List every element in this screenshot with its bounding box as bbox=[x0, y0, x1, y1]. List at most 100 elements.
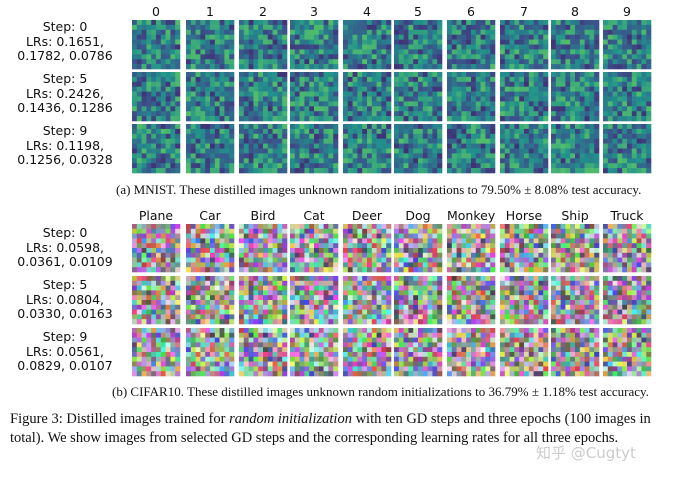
cifar-column-label: Cat bbox=[303, 208, 325, 223]
mnist-image-tile bbox=[343, 20, 392, 70]
mnist-row-label-line: Step: 0 bbox=[42, 19, 88, 34]
cifar-row-label: Step: 0 LRs: 0.0598, 0.0361, 0.0109 bbox=[4, 225, 126, 270]
mnist-column-label: 2 bbox=[259, 4, 267, 19]
cifar-image-tile bbox=[290, 276, 339, 325]
mnist-column-label: 7 bbox=[520, 4, 528, 19]
mnist-caption-value: 79.50% ± 8.08% bbox=[480, 182, 569, 197]
mnist-image-tile bbox=[500, 72, 549, 122]
figure-caption-part1: Distilled images trained for bbox=[62, 411, 230, 427]
cifar-caption: (b) CIFAR10. These distilled images unkn… bbox=[112, 384, 649, 400]
cifar-image-tile bbox=[343, 224, 392, 273]
mnist-column-label: 8 bbox=[571, 4, 579, 19]
mnist-row-label-line: Step: 5 bbox=[42, 71, 88, 86]
watermark-text: 知乎 @Cugtyt bbox=[536, 444, 636, 462]
cifar-row-label-line: 0.0330, 0.0163 bbox=[17, 306, 113, 321]
mnist-image-tile bbox=[603, 72, 652, 122]
mnist-image-tile bbox=[551, 72, 600, 122]
cifar-row-label-line: Step: 5 bbox=[42, 277, 88, 292]
mnist-image-tile bbox=[343, 72, 392, 122]
mnist-image-tile bbox=[447, 20, 496, 70]
mnist-row-label-line: LRs: 0.2426, bbox=[25, 85, 105, 101]
mnist-image-tile bbox=[551, 20, 600, 70]
cifar-column-label: Deer bbox=[351, 208, 383, 223]
cifar-image-tile bbox=[186, 224, 235, 273]
mnist-image-tile bbox=[290, 72, 339, 122]
mnist-row-label-line: 0.1436, 0.1286 bbox=[17, 100, 113, 115]
cifar-column-label: Bird bbox=[250, 208, 276, 223]
cifar-column-label: Ship bbox=[561, 208, 589, 223]
mnist-caption-suffix: test accuracy. bbox=[568, 182, 642, 197]
cifar-image-tile bbox=[551, 276, 600, 325]
cifar-image-tile bbox=[394, 224, 443, 273]
figure-caption-emphasis: random initialization bbox=[229, 411, 352, 427]
mnist-column-label: 1 bbox=[206, 4, 214, 19]
mnist-image-tile bbox=[500, 124, 549, 174]
mnist-row-label-line: LRs: 0.1198, bbox=[25, 137, 105, 153]
cifar-column-label: Car bbox=[199, 208, 221, 223]
cifar-image-tile bbox=[447, 224, 496, 273]
mnist-row-label-line: 0.1256, 0.0328 bbox=[17, 152, 113, 167]
mnist-image-tile bbox=[186, 72, 235, 122]
cifar-image-tile bbox=[603, 328, 652, 377]
cifar-row-label: Step: 5 LRs: 0.0804, 0.0330, 0.0163 bbox=[4, 277, 126, 322]
mnist-row-label-line: 0.1782, 0.0786 bbox=[17, 48, 113, 63]
cifar-column-label: Monkey bbox=[447, 208, 496, 223]
cifar-caption-suffix: test accuracy. bbox=[575, 384, 649, 399]
mnist-image-tile bbox=[186, 20, 235, 70]
cifar-image-tile bbox=[551, 328, 600, 377]
cifar-image-tile bbox=[186, 276, 235, 325]
cifar-image-tile bbox=[500, 224, 549, 273]
cifar-column-label: Dog bbox=[405, 208, 431, 223]
cifar-image-tile bbox=[239, 276, 288, 325]
cifar-image-tile bbox=[132, 328, 181, 377]
mnist-row-label: Step: 9 LRs: 0.1198, 0.1256, 0.0328 bbox=[4, 123, 126, 168]
mnist-image-tile bbox=[343, 124, 392, 174]
cifar-image-tile bbox=[447, 276, 496, 325]
cifar-image-tile bbox=[551, 224, 600, 273]
mnist-column-label: 6 bbox=[467, 4, 475, 19]
mnist-image-tile bbox=[447, 72, 496, 122]
mnist-image-tile bbox=[239, 20, 288, 70]
cifar-image-tile bbox=[239, 224, 288, 273]
cifar-image-tile bbox=[500, 276, 549, 325]
cifar-caption-value: 36.79% ± 1.18% bbox=[488, 384, 576, 399]
cifar-row-label-line: LRs: 0.0561, bbox=[25, 343, 105, 359]
cifar-row-label-line: Step: 9 bbox=[42, 329, 88, 344]
mnist-image-tile bbox=[603, 124, 652, 174]
mnist-image-tile bbox=[603, 20, 652, 70]
cifar-row-label-line: LRs: 0.0804, bbox=[25, 291, 105, 307]
cifar-column-label: Plane bbox=[138, 208, 174, 223]
mnist-image-tile bbox=[551, 124, 600, 174]
cifar-image-tile bbox=[394, 328, 443, 377]
mnist-image-tile bbox=[239, 124, 288, 174]
cifar-caption-prefix: (b) CIFAR10. These distilled images unkn… bbox=[112, 384, 489, 399]
mnist-row-label: Step: 0 LRs: 0.1651, 0.1782, 0.0786 bbox=[4, 19, 126, 64]
mnist-image-tile bbox=[290, 124, 339, 174]
mnist-row-label: Step: 5 LRs: 0.2426, 0.1436, 0.1286 bbox=[4, 71, 126, 116]
mnist-caption: (a) MNIST. These distilled images unknow… bbox=[116, 182, 641, 198]
cifar-image-tile bbox=[343, 328, 392, 377]
mnist-image-tile bbox=[500, 20, 549, 70]
cifar-image-tile bbox=[186, 328, 235, 377]
mnist-column-label: 3 bbox=[310, 4, 318, 19]
cifar-row-label-line: 0.0829, 0.0107 bbox=[17, 358, 113, 373]
cifar-image-tile bbox=[603, 276, 652, 325]
mnist-image-tile bbox=[132, 72, 181, 122]
cifar-image-tile bbox=[290, 224, 339, 273]
mnist-row-label-line: Step: 9 bbox=[42, 123, 88, 138]
cifar-image-tile bbox=[290, 328, 339, 377]
mnist-image-tile bbox=[447, 124, 496, 174]
mnist-column-label: 9 bbox=[623, 4, 631, 19]
cifar-image-tile bbox=[132, 224, 181, 273]
cifar-image-tile bbox=[239, 328, 288, 377]
mnist-column-label: 4 bbox=[363, 4, 371, 19]
mnist-image-tile bbox=[394, 124, 443, 174]
mnist-image-tile bbox=[239, 72, 288, 122]
cifar-row-label-line: LRs: 0.0598, bbox=[25, 239, 105, 255]
cifar-row-label-line: 0.0361, 0.0109 bbox=[17, 254, 113, 269]
cifar-image-tile bbox=[603, 224, 652, 273]
mnist-image-tile bbox=[394, 72, 443, 122]
cifar-image-tile bbox=[343, 276, 392, 325]
